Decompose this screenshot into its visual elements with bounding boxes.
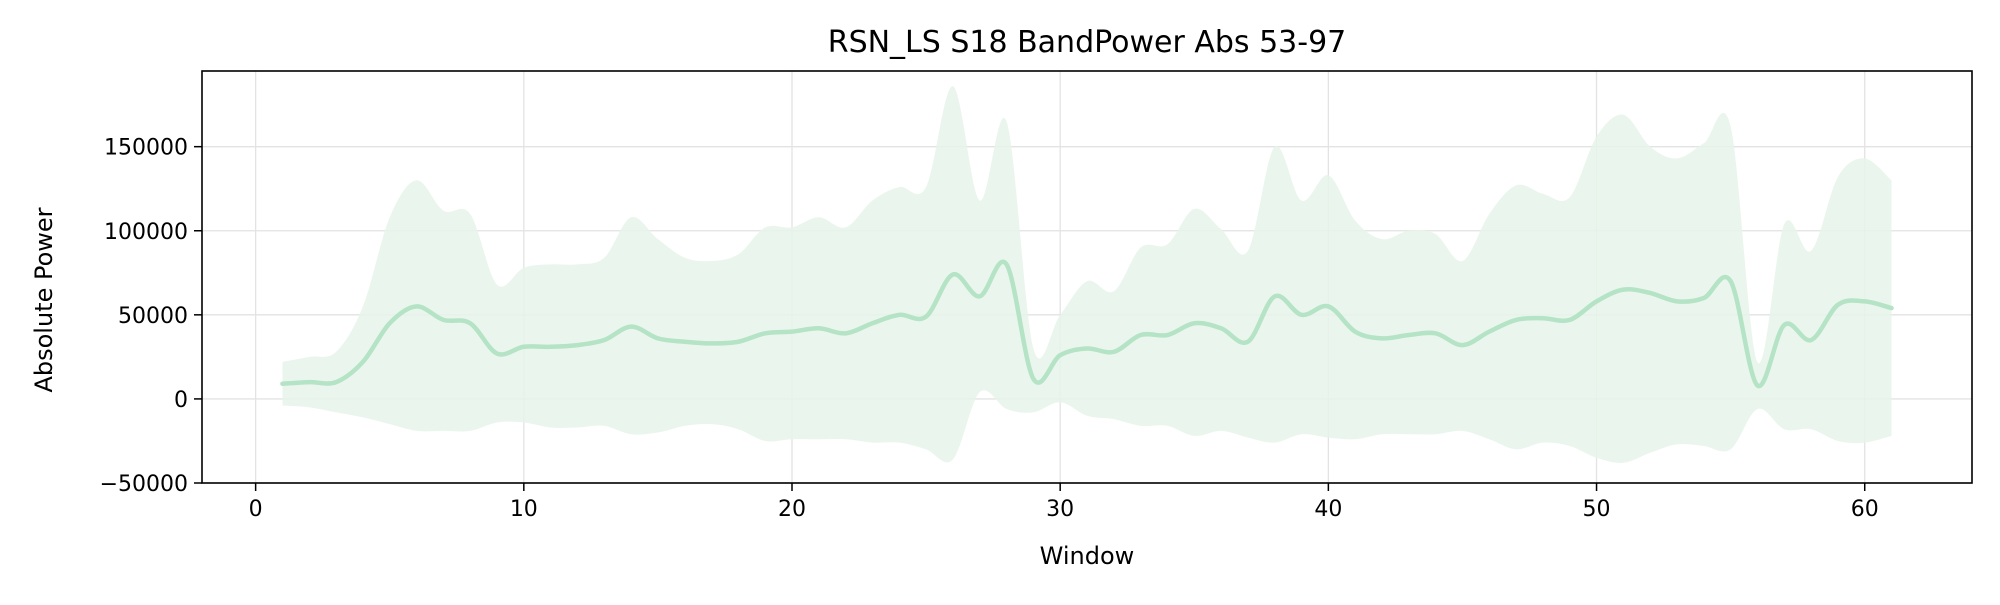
x-tick-label: 40 — [1314, 497, 1342, 522]
y-axis-ticks: −50000 0 50000 100000 150000 — [100, 136, 202, 497]
x-tick-label: 30 — [1046, 497, 1074, 522]
chart-title: RSN_LS S18 BandPower Abs 53-97 — [828, 25, 1347, 60]
x-axis-ticks: 0 10 20 30 40 50 60 — [249, 483, 1879, 522]
x-axis-label: Window — [1040, 542, 1135, 570]
x-tick-label: 20 — [778, 497, 806, 522]
y-tick-label: −50000 — [100, 472, 188, 497]
x-tick-label: 50 — [1583, 497, 1611, 522]
confidence-band-layer — [282, 86, 1892, 463]
mean-line-layer — [280, 259, 1894, 388]
y-axis-label: Absolute Power — [30, 207, 58, 392]
y-tick-label: 100000 — [104, 220, 188, 245]
y-tick-label: 50000 — [118, 304, 188, 329]
x-tick-label: 10 — [510, 497, 538, 522]
y-tick-label: 150000 — [104, 136, 188, 161]
mean-line — [280, 259, 1894, 388]
x-tick-label: 0 — [249, 497, 263, 522]
x-tick-label: 60 — [1851, 497, 1879, 522]
confidence-band — [282, 86, 1892, 463]
plot-frame — [201, 70, 1973, 484]
y-tick-label: 0 — [174, 388, 188, 413]
